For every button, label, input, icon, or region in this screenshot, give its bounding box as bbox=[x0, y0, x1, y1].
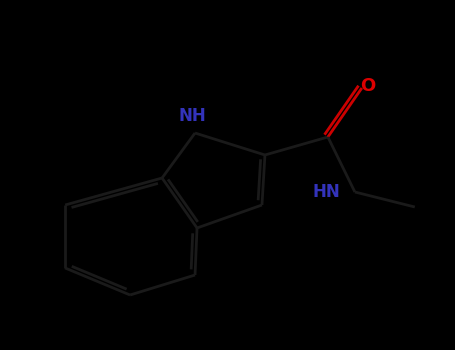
Text: HN: HN bbox=[313, 183, 340, 201]
Text: NH: NH bbox=[179, 107, 207, 125]
Text: O: O bbox=[360, 77, 375, 95]
